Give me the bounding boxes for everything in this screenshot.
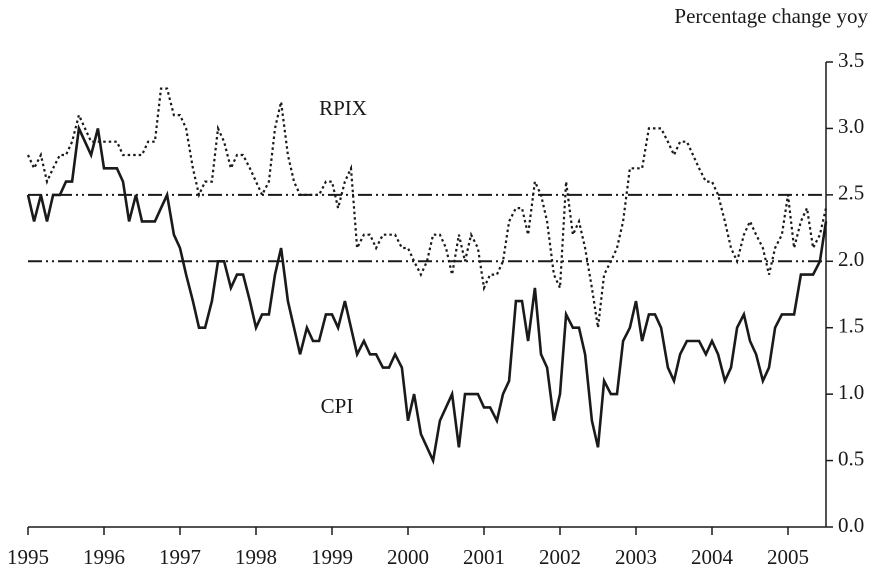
x-tick-label: 2002 <box>539 545 581 569</box>
x-tick-label: 2001 <box>463 545 505 569</box>
x-tick-label: 1998 <box>235 545 277 569</box>
x-tick-label: 2000 <box>387 545 429 569</box>
y-tick-label: 1.5 <box>838 314 864 338</box>
y-tick-label: 0.5 <box>838 446 864 470</box>
y-tick-label: 2.5 <box>838 181 864 205</box>
y-tick-label: 3.5 <box>838 48 864 72</box>
y-tick-label: 0.0 <box>838 513 864 537</box>
x-tick-label: 1996 <box>83 545 125 569</box>
series-annotation: RPIX <box>319 96 367 120</box>
y-tick-label: 3.0 <box>838 114 864 138</box>
x-tick-label: 1997 <box>159 545 201 569</box>
x-tick-label: 2003 <box>615 545 657 569</box>
series-line <box>27 87 828 328</box>
series-line <box>26 123 828 465</box>
x-tick-label: 1995 <box>7 545 49 569</box>
y-axis-label: Percentage change yoy <box>674 4 868 28</box>
x-tick-label: 1999 <box>311 545 353 569</box>
y-tick-label: 2.0 <box>838 247 864 271</box>
x-tick-label: 2005 <box>767 545 809 569</box>
y-tick-label: 1.0 <box>838 380 864 404</box>
x-tick-label: 2004 <box>691 545 734 569</box>
series-annotation: CPI <box>321 394 354 418</box>
